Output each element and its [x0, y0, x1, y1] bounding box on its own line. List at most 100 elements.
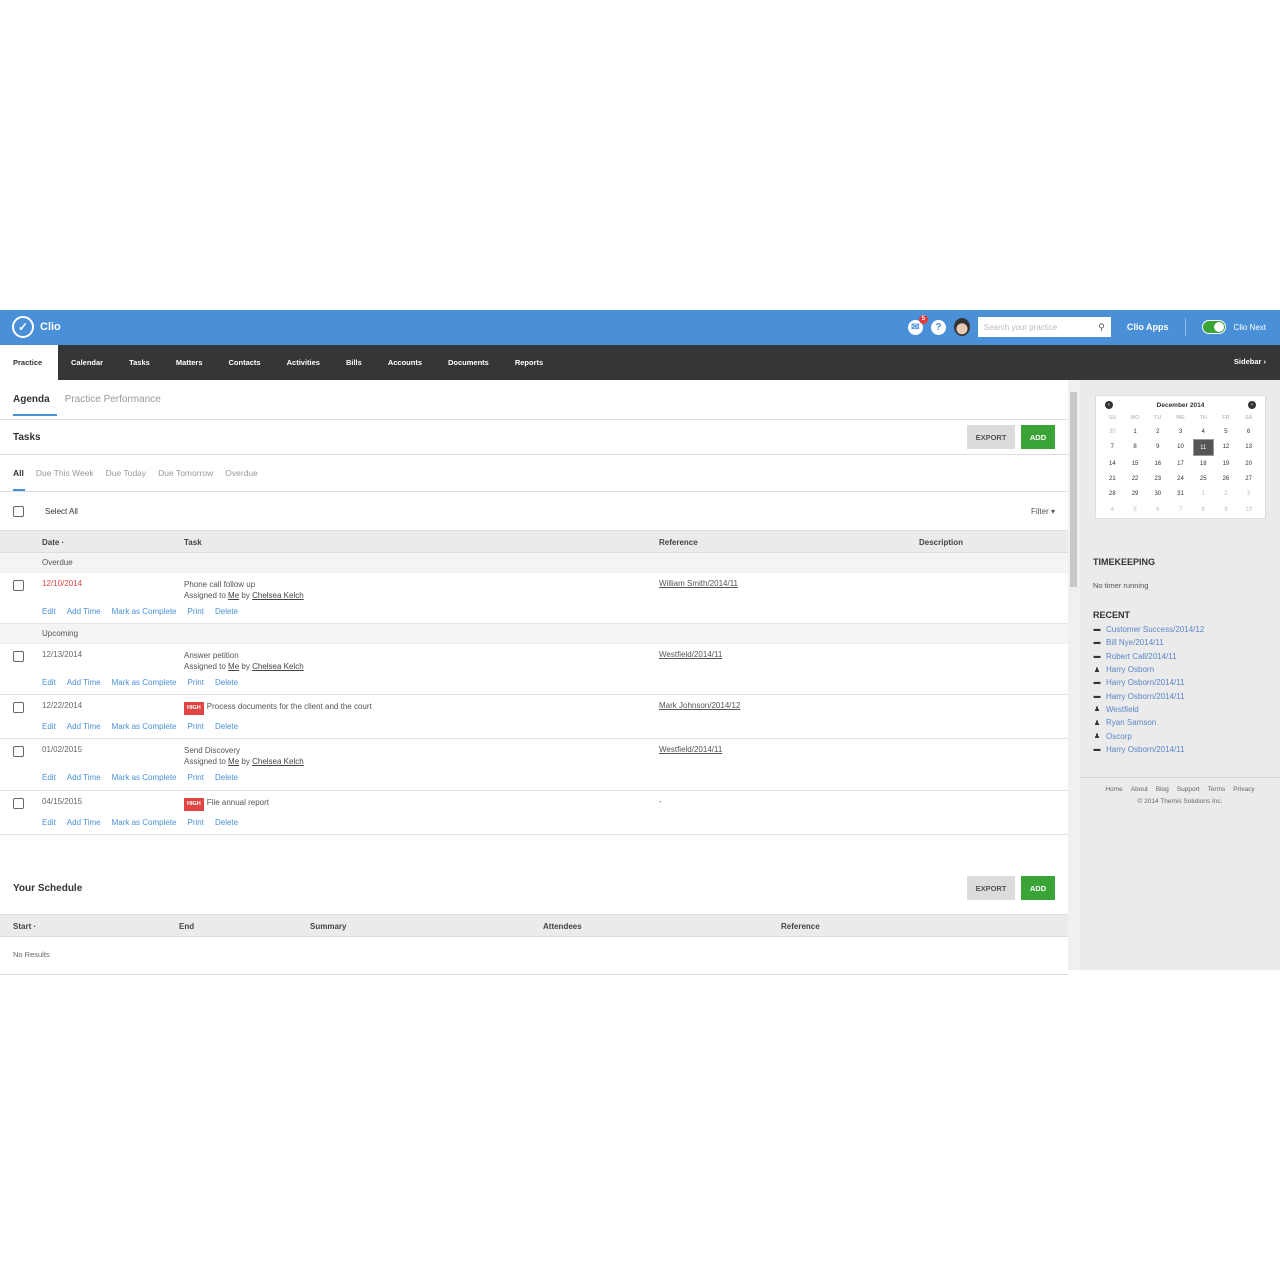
- recent-item[interactable]: ▬ Harry Osborn/2014/11: [1093, 743, 1204, 756]
- calendar-day[interactable]: 12: [1222, 443, 1230, 450]
- search-icon[interactable]: ⚲: [1098, 321, 1105, 332]
- calendar-day[interactable]: 2: [1224, 491, 1228, 498]
- nav-activities[interactable]: Activities: [286, 358, 320, 367]
- calendar-day[interactable]: 23: [1154, 476, 1162, 483]
- calendar-day[interactable]: 16: [1154, 460, 1162, 467]
- edit-link[interactable]: Edit: [42, 722, 56, 731]
- nav-reports[interactable]: Reports: [514, 358, 544, 367]
- filter-due-this-week[interactable]: Due This Week: [35, 468, 94, 478]
- calendar-day[interactable]: 18: [1199, 460, 1207, 467]
- help-icon[interactable]: ?: [930, 319, 946, 335]
- filter-due-tomorrow[interactable]: Due Tomorrow: [158, 468, 214, 478]
- calendar-day[interactable]: 15: [1131, 460, 1139, 467]
- recent-item[interactable]: ▬ Harry Osborn/2014/11: [1093, 676, 1204, 689]
- calendar-day[interactable]: 7: [1110, 443, 1115, 450]
- clio-logo[interactable]: ✓ Clio: [12, 316, 61, 338]
- task-checkbox[interactable]: [13, 651, 24, 662]
- delete-link[interactable]: Delete: [214, 607, 239, 616]
- calendar-day[interactable]: 6: [1156, 506, 1160, 513]
- calendar-day[interactable]: 6: [1246, 428, 1251, 435]
- print-link[interactable]: Print: [187, 818, 204, 827]
- print-link[interactable]: Print: [187, 773, 204, 782]
- calendar-day[interactable]: 4: [1201, 428, 1205, 435]
- col-start[interactable]: Start ·: [13, 922, 37, 931]
- calendar-day[interactable]: 4: [1110, 506, 1115, 513]
- assignee-link[interactable]: Me: [228, 757, 240, 766]
- print-link[interactable]: Print: [187, 722, 204, 731]
- calendar-day[interactable]: 7: [1178, 506, 1183, 513]
- calendar-day[interactable]: 28: [1109, 491, 1116, 498]
- task-name[interactable]: Send Discovery: [184, 746, 241, 755]
- calendar-day[interactable]: 10: [1177, 443, 1184, 450]
- add-time-link[interactable]: Add Time: [66, 773, 101, 782]
- next-month-icon[interactable]: ›: [1247, 401, 1256, 409]
- notifications-icon[interactable]: ✉ 5: [907, 314, 928, 335]
- assigner-link[interactable]: Chelsea Kelch: [252, 662, 304, 671]
- recent-item-label[interactable]: Robert Call/2014/11: [1106, 651, 1177, 661]
- mark-complete-link[interactable]: Mark as Complete: [111, 722, 177, 731]
- calendar-day[interactable]: 5: [1133, 506, 1137, 513]
- calendar-day[interactable]: 2: [1156, 428, 1160, 435]
- calendar-day[interactable]: 8: [1133, 443, 1137, 450]
- calendar-day[interactable]: 26: [1222, 476, 1230, 483]
- filter-dropdown[interactable]: Filter ▾: [1030, 506, 1055, 516]
- avatar[interactable]: [953, 318, 970, 336]
- delete-link[interactable]: Delete: [214, 818, 239, 827]
- calendar-day[interactable]: 24: [1177, 476, 1184, 483]
- mark-complete-link[interactable]: Mark as Complete: [111, 818, 177, 827]
- select-all-checkbox[interactable]: [13, 505, 24, 517]
- task-checkbox[interactable]: [13, 798, 24, 809]
- search-input[interactable]: Search your practice ⚲: [977, 317, 1111, 337]
- col-reference[interactable]: Reference: [781, 922, 820, 931]
- recent-item-label[interactable]: Customer Success/2014/12: [1106, 625, 1205, 635]
- calendar-day[interactable]: 14: [1109, 460, 1116, 467]
- task-name[interactable]: Answer petition: [184, 651, 239, 660]
- col-summary[interactable]: Summary: [310, 922, 347, 931]
- col-reference[interactable]: Reference: [659, 538, 698, 547]
- add-time-link[interactable]: Add Time: [66, 607, 101, 616]
- calendar-day[interactable]: 10: [1245, 506, 1252, 513]
- tab-practice-performance[interactable]: Practice Performance: [64, 394, 161, 405]
- assignee-link[interactable]: Me: [228, 591, 240, 600]
- tab-agenda[interactable]: Agenda: [13, 394, 57, 416]
- recent-item-label[interactable]: Ryan Samson: [1106, 718, 1157, 728]
- calendar-day[interactable]: 25: [1199, 476, 1207, 483]
- calendar-day[interactable]: 29: [1131, 491, 1139, 498]
- mark-complete-link[interactable]: Mark as Complete: [111, 607, 177, 616]
- recent-item[interactable]: ▬ Customer Success/2014/12: [1093, 623, 1205, 636]
- footer-link-about[interactable]: About: [1130, 786, 1148, 793]
- recent-item-label[interactable]: Oscorp: [1106, 731, 1132, 741]
- mark-complete-link[interactable]: Mark as Complete: [111, 678, 177, 687]
- add-time-link[interactable]: Add Time: [66, 722, 101, 731]
- recent-item-label[interactable]: Bill Nye/2014/11: [1106, 638, 1164, 648]
- task-name[interactable]: File annual report: [206, 798, 270, 807]
- calendar-day[interactable]: 17: [1177, 460, 1184, 467]
- task-checkbox[interactable]: [13, 746, 24, 757]
- calendar-day[interactable]: 31: [1177, 491, 1184, 498]
- edit-link[interactable]: Edit: [42, 818, 56, 827]
- scrollbar-thumb[interactable]: [1070, 392, 1077, 587]
- task-name[interactable]: Process documents for the client and the…: [206, 702, 372, 711]
- calendar-day[interactable]: 27: [1245, 476, 1252, 483]
- schedule-export-button[interactable]: EXPORT: [967, 876, 1015, 900]
- recent-item-label[interactable]: Harry Osborn/2014/11: [1106, 691, 1185, 701]
- calendar-day[interactable]: 5: [1224, 428, 1228, 435]
- nav-accounts[interactable]: Accounts: [387, 358, 422, 367]
- task-checkbox[interactable]: [13, 580, 24, 591]
- task-reference-link[interactable]: -: [659, 797, 662, 806]
- task-reference-link[interactable]: Westfield/2014/11: [659, 650, 723, 659]
- calendar-day[interactable]: 21: [1109, 476, 1116, 483]
- print-link[interactable]: Print: [187, 678, 204, 687]
- print-link[interactable]: Print: [187, 607, 204, 616]
- recent-item[interactable]: ♟ Oscorp: [1093, 729, 1204, 742]
- calendar-day[interactable]: 1: [1133, 428, 1137, 435]
- delete-link[interactable]: Delete: [214, 678, 239, 687]
- nav-contacts[interactable]: Contacts: [228, 358, 261, 367]
- assigner-link[interactable]: Chelsea Kelch: [252, 757, 304, 766]
- edit-link[interactable]: Edit: [42, 607, 56, 616]
- assignee-link[interactable]: Me: [228, 662, 240, 671]
- assigner-link[interactable]: Chelsea Kelch: [252, 591, 304, 600]
- recent-item[interactable]: ♟ Westfield: [1093, 703, 1204, 716]
- calendar-day[interactable]: 9: [1156, 443, 1160, 450]
- main-scrollbar[interactable]: [1068, 380, 1080, 970]
